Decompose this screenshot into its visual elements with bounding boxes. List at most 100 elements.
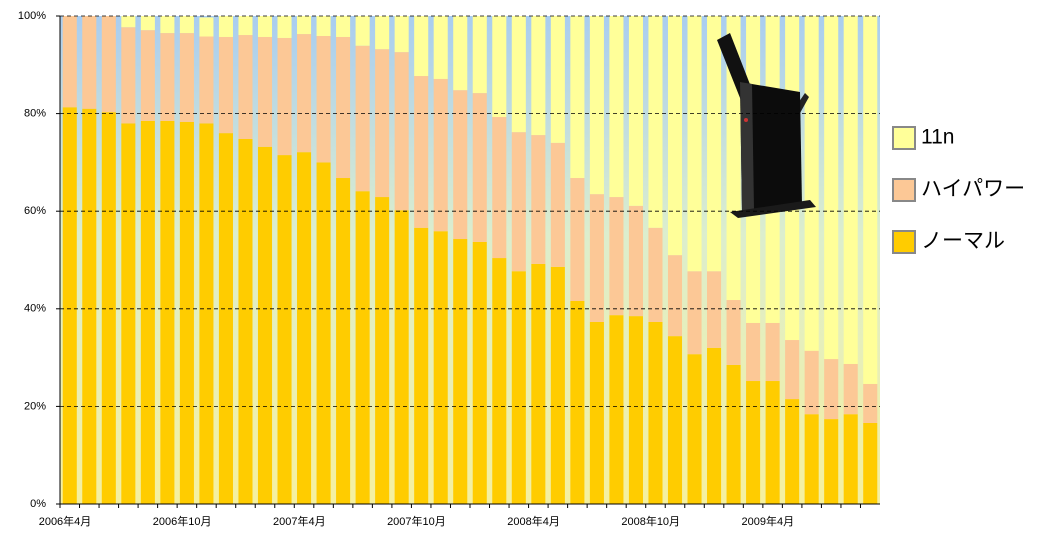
bar-segment xyxy=(609,197,624,316)
bar-segment xyxy=(570,16,585,179)
bar-segment xyxy=(433,231,448,504)
bar-segment xyxy=(589,321,604,504)
bar-segment xyxy=(375,16,390,50)
bar-segment xyxy=(355,191,370,504)
bar-segment xyxy=(160,120,175,505)
bar-segment xyxy=(707,271,722,348)
y-tick-label: 40% xyxy=(24,303,46,315)
bar-segment xyxy=(277,37,292,156)
bar-segment xyxy=(628,316,643,504)
bar-segment xyxy=(199,17,214,37)
bar-segment xyxy=(824,359,839,420)
bar-segment xyxy=(160,33,175,121)
bar-segment xyxy=(765,322,780,382)
bar-segment xyxy=(550,142,565,267)
bar-segment xyxy=(179,121,194,505)
bar-segment xyxy=(648,227,663,322)
bar-segment xyxy=(511,271,526,504)
bar-segment xyxy=(804,414,819,504)
bar-segment xyxy=(140,16,155,31)
bar-segment xyxy=(667,336,683,504)
bar-segment xyxy=(609,315,624,504)
bar-segment xyxy=(101,16,116,113)
x-tick-label: 2006年4月 xyxy=(39,514,92,528)
bar-segment xyxy=(297,34,312,153)
bar-segment xyxy=(433,78,448,232)
bar-segment xyxy=(218,16,233,37)
bar-segment xyxy=(453,239,468,505)
bar-segment xyxy=(843,16,858,364)
bar-segment xyxy=(82,108,97,504)
bar-segment xyxy=(179,16,194,34)
y-tick-label: 80% xyxy=(24,108,46,120)
bar-segment xyxy=(121,123,136,505)
bar-segment xyxy=(804,16,819,351)
bar-segment xyxy=(62,107,77,505)
bar-segment xyxy=(199,36,214,124)
bar-segment xyxy=(492,117,507,259)
bar-segment xyxy=(785,399,800,504)
bar-segment xyxy=(570,300,585,504)
y-tick-label: 100% xyxy=(18,10,46,22)
bar-segment xyxy=(511,16,526,133)
bar-segment xyxy=(687,271,702,355)
bar-segment xyxy=(140,30,155,121)
bar-segment xyxy=(628,16,643,206)
bar-segment xyxy=(531,16,546,136)
bar-segment xyxy=(257,146,273,504)
bar-segment xyxy=(707,16,722,272)
bar-segment xyxy=(453,16,468,91)
bar-segment xyxy=(824,16,839,360)
bar-segment xyxy=(472,16,487,94)
x-tick-label: 2006年10月 xyxy=(153,514,212,528)
bar-segment xyxy=(433,16,448,79)
bar-segment xyxy=(336,178,351,505)
bar-segment xyxy=(238,138,253,504)
bar-segment xyxy=(140,120,155,505)
bar-segment xyxy=(199,123,214,505)
bar-segment xyxy=(609,16,624,198)
bar-segment xyxy=(667,255,683,337)
bar-segment xyxy=(863,383,878,423)
bar-segment xyxy=(472,93,487,242)
x-tick-label: 2009年4月 xyxy=(742,514,795,528)
bar-segment xyxy=(472,241,487,504)
bar-segment xyxy=(765,381,780,504)
bar-segment xyxy=(687,354,702,504)
legend-label: 11n xyxy=(921,126,954,149)
bar-segment xyxy=(277,16,292,38)
legend-label: ハイパワー xyxy=(921,178,1025,201)
bar-segment xyxy=(804,350,819,415)
bar-segment xyxy=(589,16,604,195)
bar-segment xyxy=(218,133,233,504)
x-tick-label: 2007年10月 xyxy=(387,514,446,528)
bar-segment xyxy=(492,16,507,118)
bar-segment xyxy=(511,132,526,272)
bar-segment xyxy=(453,90,468,240)
bar-segment xyxy=(82,16,97,109)
bar-segment xyxy=(257,36,273,147)
bar-segment xyxy=(746,381,761,504)
bar-segment xyxy=(570,178,585,301)
legend-swatch xyxy=(892,126,916,150)
bar-segment xyxy=(414,16,429,77)
bar-segment xyxy=(726,300,741,365)
bar-segment xyxy=(628,205,643,317)
bar-segment xyxy=(394,16,409,53)
bar-segment xyxy=(687,16,702,272)
bar-segment xyxy=(394,210,409,504)
bar-segment xyxy=(531,263,546,504)
bar-segment xyxy=(297,152,312,505)
bar-segment xyxy=(101,112,116,505)
bar-segment xyxy=(62,16,77,108)
bar-segment xyxy=(492,258,507,504)
bar-segment xyxy=(218,36,233,134)
bar-segment xyxy=(316,36,331,163)
bar-segment xyxy=(726,364,741,504)
x-tick-label: 2008年10月 xyxy=(621,514,680,528)
bar-segment xyxy=(667,16,683,256)
bar-segment xyxy=(238,35,253,139)
bar-segment xyxy=(531,135,546,264)
bar-segment xyxy=(863,16,878,384)
